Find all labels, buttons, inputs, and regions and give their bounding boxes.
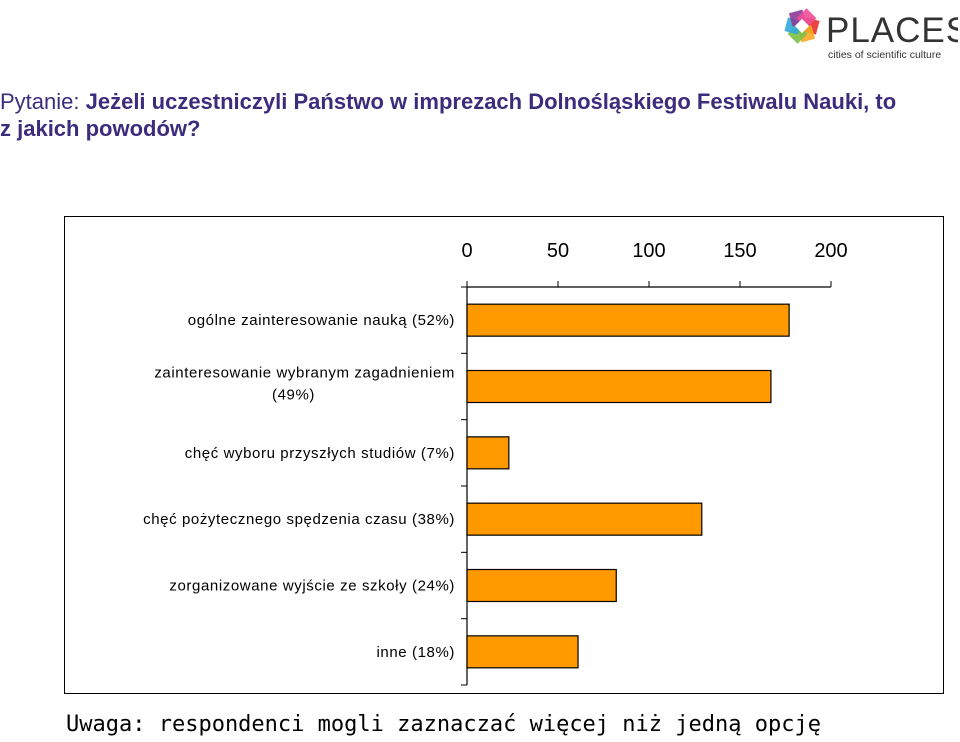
- category-label: zorganizowane wyjście ze szkoły (24%): [169, 578, 455, 595]
- x-tick-label: 150: [723, 240, 756, 262]
- category-label: ogólne zainteresowanie nauką (52%): [188, 312, 455, 329]
- bar: [466, 369, 772, 404]
- question-prefix: Pytanie:: [0, 89, 86, 114]
- category-label-line: zainteresowanie wybranym zagadnieniem: [154, 365, 455, 382]
- logo-center: [794, 18, 810, 34]
- question-text: Jeżeli uczestniczyli Państwo w imprezach…: [0, 89, 897, 141]
- chart-frame: ogólne zainteresowanie nauką (52%) zainte…: [64, 216, 944, 694]
- bar-chart: ogólne zainteresowanie nauką (52%) zainte…: [143, 240, 848, 686]
- bar: [466, 502, 703, 536]
- x-tick-label: 100: [632, 240, 665, 262]
- question-heading: Pytanie: Jeżeli uczestniczyli Państwo w …: [0, 88, 900, 142]
- x-tick-label: 0: [461, 240, 472, 262]
- x-tick-label: 50: [547, 240, 569, 262]
- places-logo-mark: PLACES cities of scientific culture: [784, 8, 960, 61]
- category-label: zainteresowanie wybranym zagadnieniem (49…: [154, 365, 455, 404]
- svg-text:cities of scientific culture: cities of scientific culture: [828, 49, 941, 61]
- bar: [466, 436, 510, 470]
- bar: [466, 303, 790, 337]
- category-label: inne (18%): [376, 644, 455, 661]
- footnote: Uwaga: respondenci mogli zaznaczać więce…: [66, 712, 821, 737]
- bar: [466, 568, 617, 603]
- places-logo: PLACES cities of scientific culture: [778, 2, 960, 64]
- svg-text:PLACES: PLACES: [826, 11, 958, 50]
- category-label: chęć wyboru przyszłych studiów (7%): [185, 445, 455, 462]
- x-tick-label: 200: [814, 240, 847, 262]
- bar: [466, 635, 579, 669]
- category-label: chęć pożytecznego spędzenia czasu (38%): [143, 511, 455, 528]
- category-label-line: (49%): [272, 387, 315, 404]
